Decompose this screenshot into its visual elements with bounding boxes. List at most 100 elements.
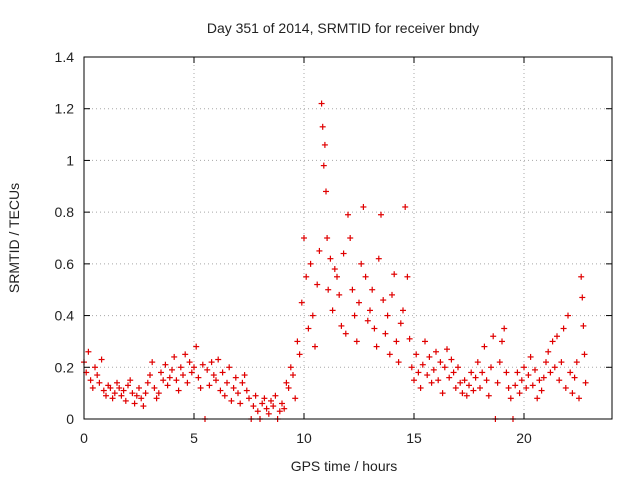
data-point [206, 382, 213, 389]
data-point [324, 235, 331, 241]
data-point [567, 369, 574, 376]
data-point [554, 333, 560, 340]
data-point [136, 384, 142, 391]
data-point [279, 400, 285, 407]
data-point [422, 338, 428, 345]
data-point [151, 384, 158, 391]
data-point [292, 395, 299, 402]
data-point [345, 211, 351, 218]
x-tick-label: 15 [406, 430, 422, 446]
data-point [318, 100, 325, 107]
data-point [228, 397, 235, 404]
data-point [499, 338, 505, 345]
data-point [481, 343, 488, 350]
data-point [364, 317, 371, 324]
y-tick-label: 0.4 [55, 308, 75, 324]
y-tick-label: 1 [66, 152, 74, 168]
data-point [175, 387, 182, 394]
data-point [558, 359, 565, 366]
data-point [349, 286, 356, 293]
data-point [303, 273, 310, 280]
data-point [254, 408, 261, 415]
data-point [208, 359, 215, 366]
x-tick-label: 10 [296, 430, 312, 446]
data-point [362, 273, 369, 280]
x-tick-label: 5 [190, 430, 198, 446]
data-point [430, 366, 437, 373]
data-point [122, 397, 129, 404]
data-point [369, 286, 376, 293]
data-point [459, 390, 466, 397]
data-point [118, 392, 125, 399]
data-point [182, 351, 189, 358]
data-point [518, 377, 525, 384]
data-point [501, 325, 508, 332]
data-point [386, 351, 393, 358]
data-point [298, 299, 305, 306]
data-point [371, 325, 378, 332]
data-point [540, 374, 547, 381]
data-point [470, 387, 477, 394]
data-point [417, 384, 424, 391]
data-point [100, 387, 107, 394]
data-point [331, 266, 338, 273]
data-point [581, 351, 588, 358]
data-point [560, 325, 567, 332]
data-point [173, 377, 180, 384]
data-point [87, 377, 94, 384]
data-point [547, 369, 554, 376]
data-point [503, 369, 510, 376]
data-point [162, 361, 169, 368]
data-point [109, 395, 116, 402]
data-point [375, 255, 382, 262]
data-point [474, 359, 481, 366]
data-point [160, 377, 167, 384]
data-point [120, 387, 127, 394]
data-point [468, 369, 475, 376]
data-point [96, 379, 103, 386]
data-point [107, 384, 114, 391]
data-point [164, 382, 171, 389]
y-tick-label: 1.4 [55, 49, 75, 65]
data-point [140, 403, 147, 410]
data-point [413, 351, 420, 358]
data-point [85, 348, 92, 355]
data-point [455, 364, 461, 371]
data-point [402, 203, 409, 210]
y-tick-label: 0 [66, 411, 74, 427]
data-point [532, 366, 538, 373]
data-point [235, 390, 241, 397]
data-point [512, 382, 519, 389]
data-point [127, 377, 134, 384]
data-point [221, 392, 228, 399]
x-axis-label: GPS time / hours [291, 458, 398, 474]
y-tick-label: 1.2 [55, 101, 75, 117]
data-point [543, 359, 549, 366]
data-point [171, 353, 178, 360]
data-point [551, 364, 558, 371]
data-point [239, 379, 246, 386]
data-point [384, 312, 391, 319]
data-point [523, 384, 530, 391]
data-point [129, 390, 136, 397]
data-point [138, 395, 145, 402]
data-point [301, 235, 307, 241]
data-point [213, 377, 219, 384]
data-point [323, 188, 329, 195]
data-point [232, 374, 239, 381]
data-point [571, 374, 578, 381]
data-point [98, 356, 105, 363]
data-point [270, 403, 277, 410]
data-point [565, 312, 571, 319]
data-point [578, 273, 585, 280]
data-point [272, 392, 279, 399]
data-point [241, 372, 248, 379]
data-point [149, 359, 156, 366]
data-point [516, 390, 523, 397]
data-point [191, 364, 197, 371]
data-point [536, 377, 543, 384]
data-point [287, 364, 294, 371]
data-point [309, 312, 316, 319]
data-point [400, 307, 406, 314]
data-point [246, 395, 252, 402]
